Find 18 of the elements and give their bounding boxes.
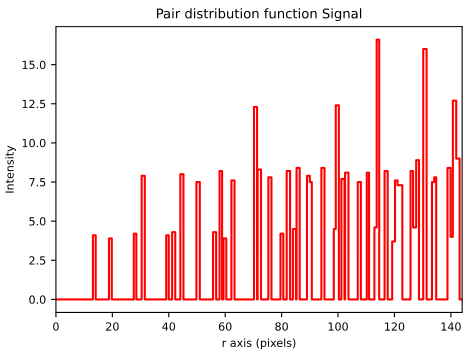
chart-title: Pair distribution function Signal (156, 8, 362, 22)
y-tick-label: 7.5 (29, 178, 46, 186)
y-tick-label: 10.0 (22, 138, 46, 148)
x-tick-label: 120 (385, 322, 404, 331)
x-tick-label: 80 (275, 322, 288, 331)
x-tick-label: 60 (218, 322, 232, 331)
x-axis-title: r axis (pixels) (222, 338, 296, 350)
y-tick-label: 0.0 (29, 295, 46, 304)
y-axis-title: Intensity (5, 146, 16, 193)
x-tick-label: 100 (328, 322, 348, 331)
x-tick-label: 0 (53, 322, 59, 331)
y-tick-label: 15.0 (22, 60, 46, 70)
y-tick-label: 2.5 (29, 256, 46, 265)
x-tick-label: 40 (162, 322, 176, 331)
y-tick-label: 12.5 (22, 100, 46, 108)
y-tick-label: 5.0 (29, 217, 46, 226)
x-tick-label: 20 (106, 322, 119, 331)
x-tick-label: 140 (441, 322, 461, 331)
